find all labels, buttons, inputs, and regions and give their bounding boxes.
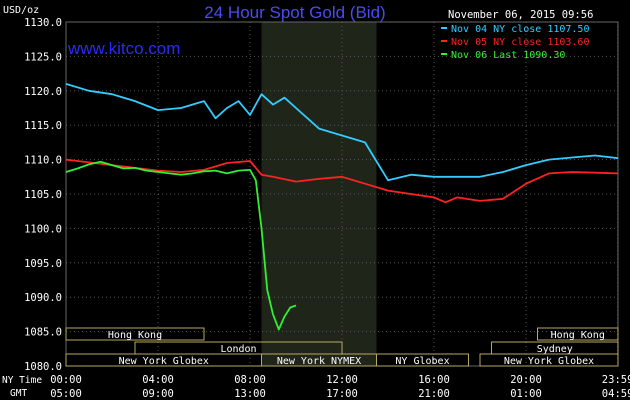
x-tick-label-gmt: 21:00 [418, 388, 450, 400]
session-label: Sydney [537, 344, 573, 355]
legend-entry: Nov 06 Last 1090.30 [451, 50, 565, 61]
session-label: New York Globex [119, 356, 209, 367]
x-tick-label-ny: 04:00 [142, 374, 174, 386]
y-tick-label: 1095.0 [24, 258, 62, 270]
x-tick-label-ny: 16:00 [418, 374, 450, 386]
y-tick-label: 1080.0 [24, 361, 62, 373]
x-tick-label-gmt: 09:00 [142, 388, 174, 400]
session-label: Hong Kong [108, 330, 162, 341]
session-label: New York Globex [504, 356, 594, 367]
y-tick-label: 1090.0 [24, 292, 62, 304]
y-tick-label: 1125.0 [24, 51, 62, 63]
series-line [65, 83, 619, 182]
chart-title: 24 Hour Spot Gold (Bid) [204, 3, 385, 22]
x-tick-label-ny: 23:59 [602, 374, 630, 386]
y-tick-label: 1110.0 [24, 155, 62, 167]
x-tick-label-ny: 08:00 [234, 374, 266, 386]
y-tick-label: 1085.0 [24, 327, 62, 339]
session-label: London [220, 344, 256, 355]
y-tick-label: 1120.0 [24, 86, 62, 98]
x-tick-label-gmt: 17:00 [326, 388, 358, 400]
axes: 1080.0 1085.0 1090.0 1095.0 1100.0 1105.0 1110… [2, 17, 630, 400]
x-row-label-ny: NY Time [2, 375, 42, 386]
grid [65, 21, 619, 367]
x-tick-label-gmt: 05:00 [50, 388, 82, 400]
session-label: Hong Kong [551, 330, 605, 341]
series-line [65, 158, 619, 204]
session-bar [376, 353, 469, 367]
session-bar [537, 327, 619, 341]
timestamp: November 06, 2015 09:56 [448, 9, 593, 21]
session-bar [65, 327, 205, 341]
watermark: www.kitco.com [67, 39, 180, 58]
x-tick-label-gmt: 04:59 [602, 388, 630, 400]
x-tick-label-gmt: 13:00 [234, 388, 266, 400]
y-tick-label: 1130.0 [24, 17, 62, 29]
y-tick-label: 1105.0 [24, 189, 62, 201]
session-bar [479, 353, 619, 367]
legend: Nov 04 NY close 1107.50 Nov 05 NY close 1… [441, 24, 589, 61]
x-tick-label-gmt: 01:00 [510, 388, 542, 400]
y-tick-label: 1100.0 [24, 223, 62, 235]
price-series [65, 83, 619, 331]
y-axis-unit-label: USD/oz [3, 5, 39, 16]
x-tick-label-ny: 20:00 [510, 374, 542, 386]
session-label: NY Globex [395, 356, 449, 367]
y-tick-label: 1115.0 [24, 120, 62, 132]
x-tick-label-ny: 12:00 [326, 374, 358, 386]
x-row-label-gmt: GMT [10, 388, 27, 399]
session-label: New York NYMEX [277, 356, 361, 367]
series-line [65, 160, 297, 331]
legend-entry: Nov 05 NY close 1103.60 [451, 37, 589, 48]
x-tick-label-ny: 00:00 [50, 374, 82, 386]
legend-entry: Nov 04 NY close 1107.50 [451, 24, 589, 35]
